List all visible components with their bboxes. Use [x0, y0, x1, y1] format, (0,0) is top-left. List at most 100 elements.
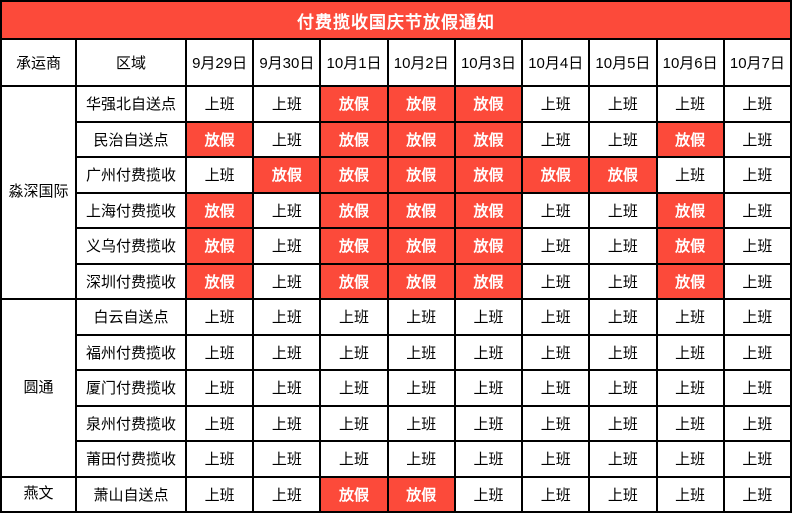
status-cell: 放假 [319, 120, 389, 158]
status-cell: 上班 [722, 475, 792, 513]
status-cell: 上班 [319, 440, 389, 478]
status-cell: 上班 [655, 298, 725, 336]
status-cell: 上班 [252, 369, 322, 407]
status-cell: 上班 [722, 227, 792, 265]
status-cell: 放假 [521, 156, 591, 194]
status-cell: 上班 [252, 298, 322, 336]
status-cell: 上班 [722, 333, 792, 371]
status-cell: 上班 [319, 333, 389, 371]
status-cell: 上班 [453, 440, 524, 478]
region-cell: 广州付费揽收 [75, 156, 187, 194]
table-row: 泉州付费揽收 上班 上班 上班 上班 上班 上班 上班 上班 上班 [1, 404, 792, 442]
status-cell: 放假 [453, 227, 524, 265]
table-row: 义乌付费揽收 放假 上班 放假 放假 放假 上班 上班 放假 上班 [1, 227, 792, 265]
table-header-row: 承运商 区域 9月29日 9月30日 10月1日 10月2日 10月3日 10月… [0, 38, 792, 87]
carrier-cell: 圆通 [0, 298, 77, 478]
table-row: 民治自送点 放假 上班 放假 放假 放假 上班 上班 放假 上班 [1, 120, 792, 158]
region-cell: 民治自送点 [75, 120, 187, 158]
status-cell: 上班 [722, 440, 792, 478]
status-cell: 放假 [453, 120, 524, 158]
status-cell: 上班 [521, 404, 591, 442]
status-cell: 上班 [521, 85, 591, 123]
region-cell: 上海付费揽收 [75, 191, 187, 229]
table-row: 淼深国际 华强北自送点 上班 上班 放假 放假 放假 上班 上班 上班 上班 [0, 85, 792, 300]
status-cell: 上班 [184, 404, 255, 442]
status-cell: 上班 [252, 191, 322, 229]
status-cell: 上班 [655, 475, 725, 513]
table-row: 厦门付费揽收 上班 上班 上班 上班 上班 上班 上班 上班 上班 [1, 369, 792, 407]
region-cell: 厦门付费揽收 [75, 369, 187, 407]
table-row: 圆通 白云自送点 上班 上班 上班 上班 上班 上班 上班 上班 上班 [0, 298, 792, 478]
status-cell: 上班 [521, 440, 591, 478]
status-cell: 上班 [386, 333, 456, 371]
status-cell: 上班 [722, 262, 792, 300]
region-cell: 义乌付费揽收 [75, 227, 187, 265]
status-cell: 上班 [184, 440, 255, 478]
region-cell: 福州付费揽收 [75, 333, 187, 371]
header-cell-date: 10月7日 [722, 38, 792, 87]
status-cell: 放假 [588, 156, 658, 194]
status-cell: 上班 [588, 85, 658, 123]
status-cell: 放假 [319, 475, 389, 513]
status-cell: 上班 [252, 333, 322, 371]
status-cell: 上班 [655, 333, 725, 371]
table-row: 深圳付费揽收 放假 上班 放假 放假 放假 上班 上班 放假 上班 [1, 262, 792, 300]
status-cell: 上班 [588, 333, 658, 371]
status-cell: 上班 [722, 298, 792, 336]
status-cell: 放假 [386, 262, 456, 300]
status-cell: 上班 [588, 191, 658, 229]
table-row: 燕文 萧山自送点 上班 上班 放假 放假 上班 上班 上班 上班 上班 [0, 475, 792, 513]
status-cell: 上班 [722, 191, 792, 229]
status-cell: 上班 [722, 404, 792, 442]
status-cell: 放假 [453, 156, 524, 194]
status-cell: 上班 [521, 262, 591, 300]
region-cell: 萧山自送点 [75, 475, 187, 513]
status-cell: 上班 [453, 404, 524, 442]
status-cell: 放假 [319, 227, 389, 265]
status-cell: 上班 [722, 85, 792, 123]
status-cell: 上班 [521, 227, 591, 265]
status-cell: 上班 [521, 120, 591, 158]
status-cell: 放假 [386, 85, 456, 123]
header-cell-date: 10月2日 [386, 38, 456, 87]
status-cell: 放假 [453, 191, 524, 229]
status-cell: 上班 [453, 369, 524, 407]
status-cell: 上班 [252, 475, 322, 513]
status-cell: 上班 [521, 298, 591, 336]
region-cell: 莆田付费揽收 [75, 440, 187, 478]
status-cell: 放假 [184, 120, 255, 158]
status-cell: 上班 [252, 227, 322, 265]
status-cell: 上班 [319, 369, 389, 407]
status-cell: 上班 [655, 440, 725, 478]
status-cell: 上班 [386, 440, 456, 478]
status-cell: 上班 [386, 404, 456, 442]
status-cell: 放假 [655, 227, 725, 265]
status-cell: 上班 [588, 298, 658, 336]
status-cell: 上班 [588, 404, 658, 442]
region-cell: 泉州付费揽收 [75, 404, 187, 442]
status-cell: 上班 [252, 85, 322, 123]
status-cell: 放假 [184, 262, 255, 300]
status-cell: 上班 [655, 156, 725, 194]
header-cell-region: 区域 [75, 38, 187, 87]
status-cell: 放假 [386, 191, 456, 229]
status-cell: 上班 [184, 298, 255, 336]
status-cell: 上班 [521, 333, 591, 371]
header-cell-date: 9月29日 [184, 38, 255, 87]
status-cell: 上班 [453, 475, 524, 513]
status-cell: 放假 [319, 156, 389, 194]
status-cell: 上班 [588, 475, 658, 513]
status-cell: 放假 [386, 156, 456, 194]
status-cell: 上班 [184, 85, 255, 123]
status-cell: 放假 [386, 227, 456, 265]
header-cell-date: 10月4日 [521, 38, 591, 87]
region-cell: 白云自送点 [75, 298, 187, 336]
status-cell: 放假 [319, 262, 389, 300]
status-cell: 上班 [184, 475, 255, 513]
status-cell: 上班 [252, 262, 322, 300]
header-cell-date: 10月3日 [453, 38, 524, 87]
notice-title-row: 付费揽收国庆节放假通知 [0, 0, 792, 40]
header-cell-date: 10月5日 [588, 38, 658, 87]
status-cell: 放假 [184, 191, 255, 229]
header-cell-date: 10月1日 [319, 38, 389, 87]
